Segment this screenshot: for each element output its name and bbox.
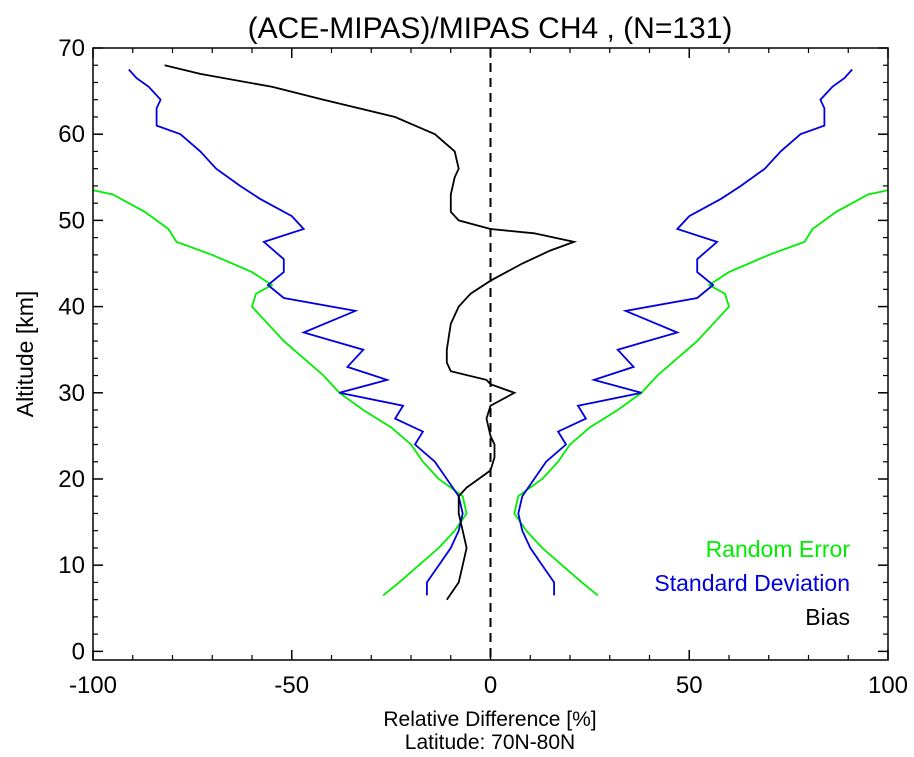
legend-entry-random-error: Random Error xyxy=(706,536,851,562)
legend: Random Error Standard Deviation Bias xyxy=(654,536,850,630)
y-tick-label: 50 xyxy=(58,207,85,234)
bias-line xyxy=(164,64,578,601)
y-tick-label: 30 xyxy=(58,380,85,407)
x-tick-label: 100 xyxy=(868,672,908,699)
y-axis-label: Altitude [km] xyxy=(12,291,38,418)
y-tick-label: 70 xyxy=(58,35,85,62)
y-tick-label: 40 xyxy=(58,294,85,321)
x-tick-label: -50 xyxy=(274,672,309,699)
x-axis-label: Relative Difference [%] xyxy=(383,708,596,731)
legend-entry-standard-deviation: Standard Deviation xyxy=(654,570,850,596)
y-tick-label: 60 xyxy=(58,121,85,148)
y-tick-label: 0 xyxy=(72,638,85,665)
random-error-line-negative xyxy=(93,189,468,597)
x-tick-label: 0 xyxy=(484,672,497,699)
x-tick-label: -100 xyxy=(69,672,117,699)
chart-title: (ACE-MIPAS)/MIPAS CH4 , (N=131) xyxy=(248,12,733,45)
y-tick-label: 10 xyxy=(58,552,85,579)
standard-deviation-line-positive xyxy=(517,68,853,596)
y-tick-label: 20 xyxy=(58,466,85,493)
random-error-line-positive xyxy=(513,189,888,597)
x-tick-label: 50 xyxy=(676,672,703,699)
legend-entry-bias: Bias xyxy=(805,604,850,630)
x-axis-sublabel: Latitude: 70N-80N xyxy=(405,731,575,754)
standard-deviation-line-negative xyxy=(128,68,464,596)
